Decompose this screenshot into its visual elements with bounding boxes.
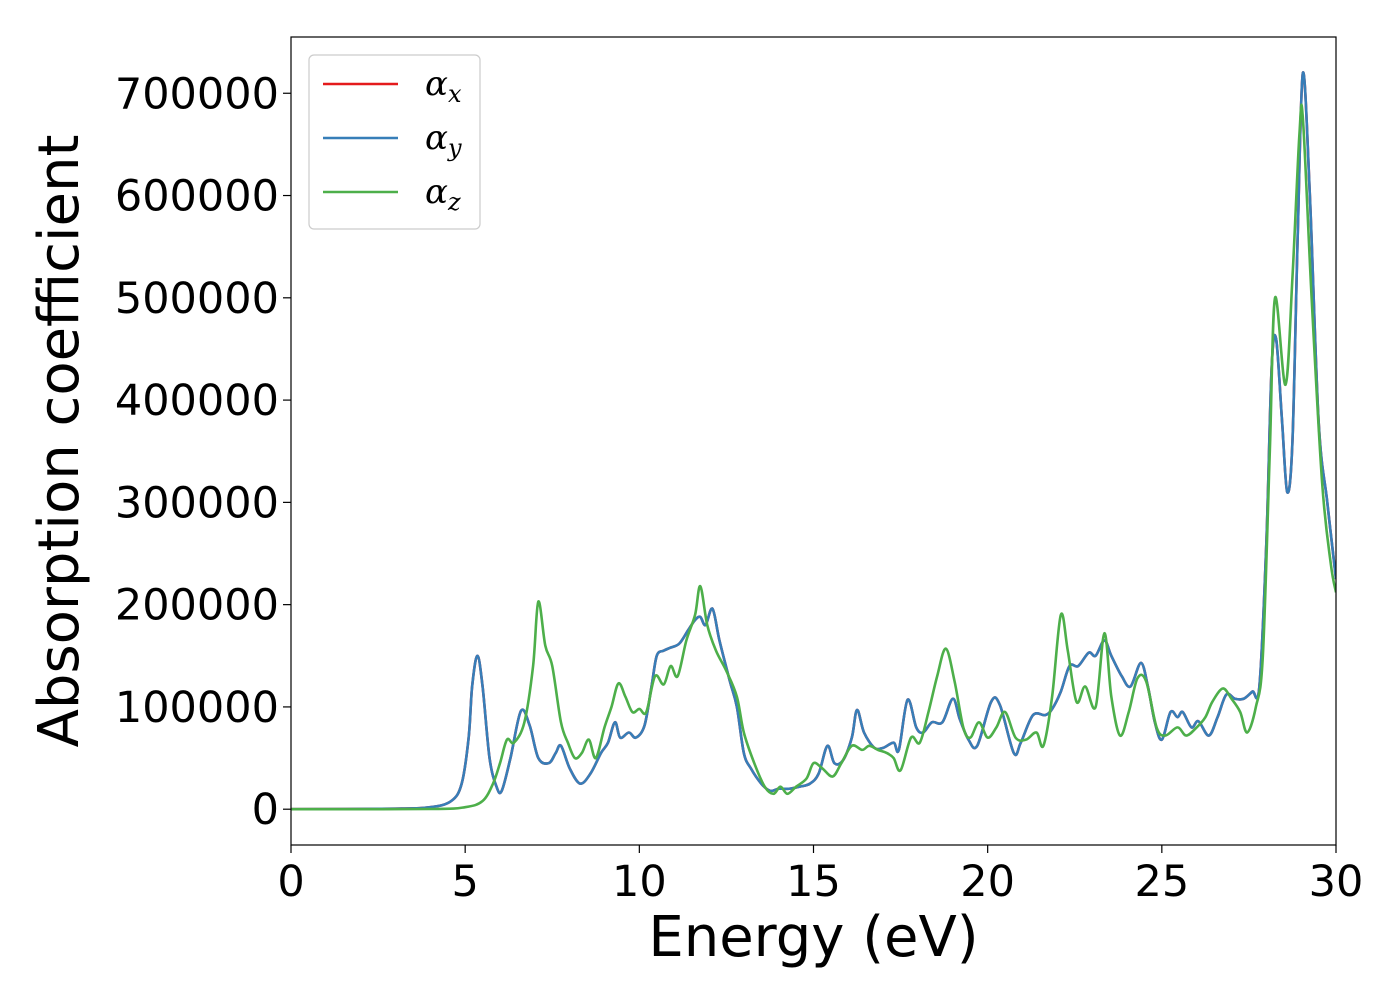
legend-label-z: αz (425, 172, 461, 216)
y-tick-label: 200000 (115, 581, 279, 631)
y-tick-label: 600000 (115, 172, 279, 222)
x-tick-label: 5 (451, 857, 478, 907)
legend-box (308, 54, 481, 230)
x-tick-label: 10 (612, 857, 667, 907)
legend-label-base: α (425, 64, 448, 104)
x-tick-label: 15 (786, 857, 841, 907)
legend-label-base: α (425, 118, 448, 158)
y-tick-label: 0 (252, 785, 279, 835)
x-tick-label: 25 (1134, 857, 1189, 907)
y-tick-label: 700000 (115, 69, 279, 119)
legend-label-y: αy (425, 118, 462, 162)
x-tick-label: 30 (1309, 857, 1364, 907)
y-axis-title: Absorption coefficient (27, 135, 92, 748)
legend-label-base: α (425, 172, 448, 212)
y-axis-ticks: 0 100000 200000 300000 400000 500000 600000 700… (115, 69, 291, 835)
y-tick-label: 300000 (115, 478, 279, 528)
legend-label-x: αx (425, 64, 462, 108)
legend-label-sub: z (447, 188, 461, 216)
x-axis-ticks: 0 5 10 15 20 25 30 (277, 845, 1363, 907)
x-tick-label: 20 (960, 857, 1015, 907)
y-tick-label: 400000 (115, 376, 279, 426)
x-axis-title: Energy (eV) (648, 905, 978, 970)
series-line-z (291, 103, 1336, 811)
x-tick-label: 0 (277, 857, 304, 907)
y-tick-label: 100000 (115, 683, 279, 733)
legend-label-sub: y (447, 134, 462, 162)
y-tick-label: 500000 (115, 274, 279, 324)
legend-label-sub: x (448, 80, 462, 108)
series-layer (291, 71, 1336, 811)
